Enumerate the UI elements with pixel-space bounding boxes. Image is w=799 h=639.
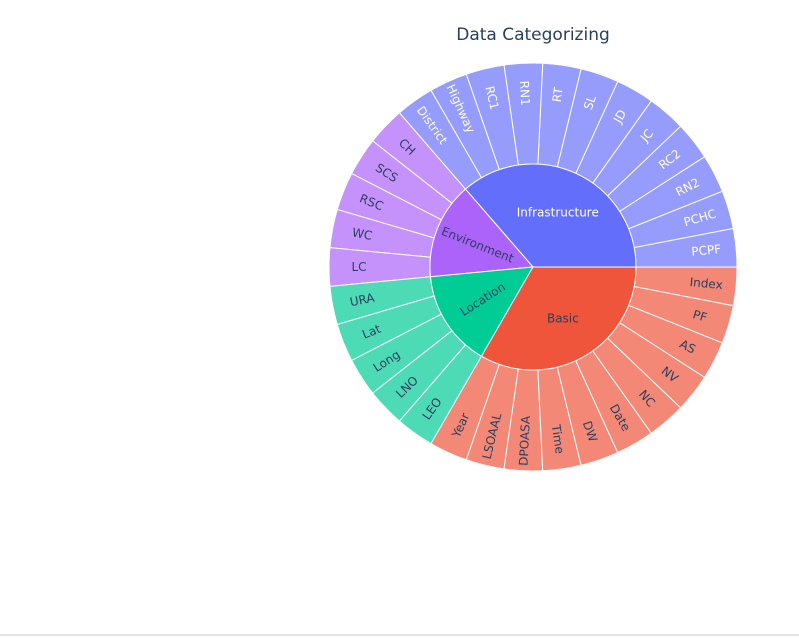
sunburst-segment-location[interactable] <box>429 266 534 357</box>
sunburst-label-ura: URA <box>349 291 377 310</box>
sunburst-segment-infrastructure[interactable] <box>464 163 637 268</box>
sunburst-label-wc: WC <box>351 225 374 243</box>
sunburst-label-sl: SL <box>581 93 599 111</box>
sunburst-label-dpoasa: DPOASA <box>517 415 533 466</box>
sunburst-label-pcpf: PCPF <box>691 242 722 259</box>
sunburst-label-as: AS <box>677 337 697 357</box>
sunburst-label-rc1: RC1 <box>482 85 501 111</box>
sunburst-label-infrastructure: Infrastructure <box>517 206 599 220</box>
sunburst-label-lat: Lat <box>360 322 383 342</box>
sunburst-segment-environment[interactable] <box>429 188 535 278</box>
sunburst-label-lc: LC <box>351 260 366 274</box>
sunburst-label-index: Index <box>689 275 723 292</box>
sunburst-label-rt: RT <box>550 86 566 103</box>
sunburst-label-rn1: RN1 <box>517 80 532 106</box>
bottom-divider <box>0 634 799 636</box>
sunburst-label-basic: Basic <box>547 312 579 326</box>
sunburst-label-time: Time <box>549 423 567 455</box>
sunburst-segment-basic[interactable] <box>480 266 637 371</box>
sunburst-label-pf: PF <box>691 307 709 324</box>
sunburst-label-jd: JD <box>610 107 629 126</box>
sunburst-label-dw: DW <box>580 419 600 444</box>
chart-title: Data Categorizing <box>456 25 610 45</box>
